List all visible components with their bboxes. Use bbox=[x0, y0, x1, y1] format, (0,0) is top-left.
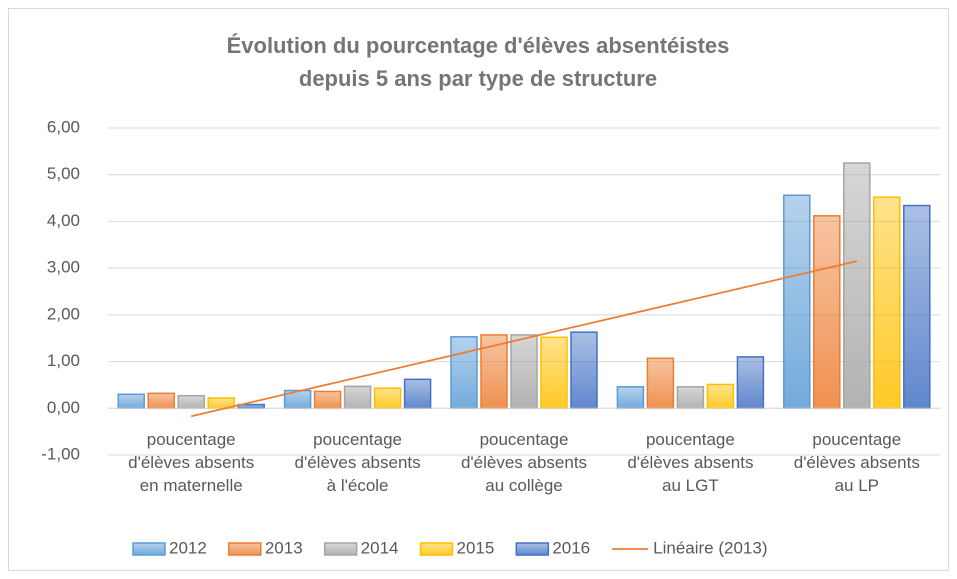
x-tick-label: poucentage d'élèves absents au LGT bbox=[627, 430, 753, 495]
x-tick-label: poucentage d'élèves absents à l'école bbox=[295, 430, 421, 495]
bar bbox=[783, 194, 811, 410]
legend-swatch bbox=[228, 542, 262, 556]
legend-label: 2015 bbox=[456, 538, 494, 557]
legend-swatch bbox=[323, 542, 358, 556]
legend-label: 2016 bbox=[552, 538, 590, 557]
bar bbox=[646, 357, 675, 410]
bar bbox=[736, 356, 765, 410]
x-tick-label: poucentage d'élèves absents en maternelle bbox=[128, 430, 254, 495]
legend-label: Linéaire (2013) bbox=[653, 538, 767, 557]
bar bbox=[313, 390, 342, 410]
bar bbox=[510, 334, 538, 410]
bar bbox=[403, 378, 432, 410]
legend-swatch bbox=[515, 542, 550, 556]
y-tick-label: 6,00 bbox=[47, 117, 80, 136]
bar bbox=[873, 196, 901, 410]
bar bbox=[813, 215, 841, 410]
y-tick-label: 4,00 bbox=[47, 211, 80, 230]
bar bbox=[676, 386, 705, 410]
legend-label: 2012 bbox=[169, 538, 207, 557]
bar bbox=[373, 387, 402, 410]
bar bbox=[177, 394, 205, 410]
bar bbox=[570, 331, 598, 410]
legend-label: 2013 bbox=[265, 538, 303, 557]
bar bbox=[616, 386, 645, 410]
x-tick-label: poucentage d'élèves absents au LP bbox=[794, 430, 920, 495]
y-tick-label: 5,00 bbox=[47, 164, 80, 183]
y-tick-label: 2,00 bbox=[47, 304, 80, 323]
chart-title: Évolution du pourcentage d'élèves absent… bbox=[227, 33, 730, 91]
trendline bbox=[191, 260, 857, 418]
legend-label: 2014 bbox=[361, 538, 399, 557]
bar bbox=[843, 162, 871, 410]
y-tick-label: 1,00 bbox=[47, 351, 80, 370]
x-tick-label: poucentage d'élèves absents au collège bbox=[461, 430, 587, 495]
y-tick-label: 0,00 bbox=[47, 398, 80, 417]
bar bbox=[706, 383, 735, 410]
y-tick-label: 3,00 bbox=[47, 258, 80, 277]
bar bbox=[117, 393, 145, 410]
bar bbox=[903, 204, 931, 410]
y-tick-label: -1,00 bbox=[41, 444, 80, 463]
legend-swatch bbox=[132, 542, 166, 556]
bar bbox=[540, 336, 568, 410]
bar bbox=[450, 336, 478, 410]
legend-swatch bbox=[419, 542, 454, 556]
bar bbox=[343, 385, 372, 410]
bar bbox=[147, 392, 175, 410]
